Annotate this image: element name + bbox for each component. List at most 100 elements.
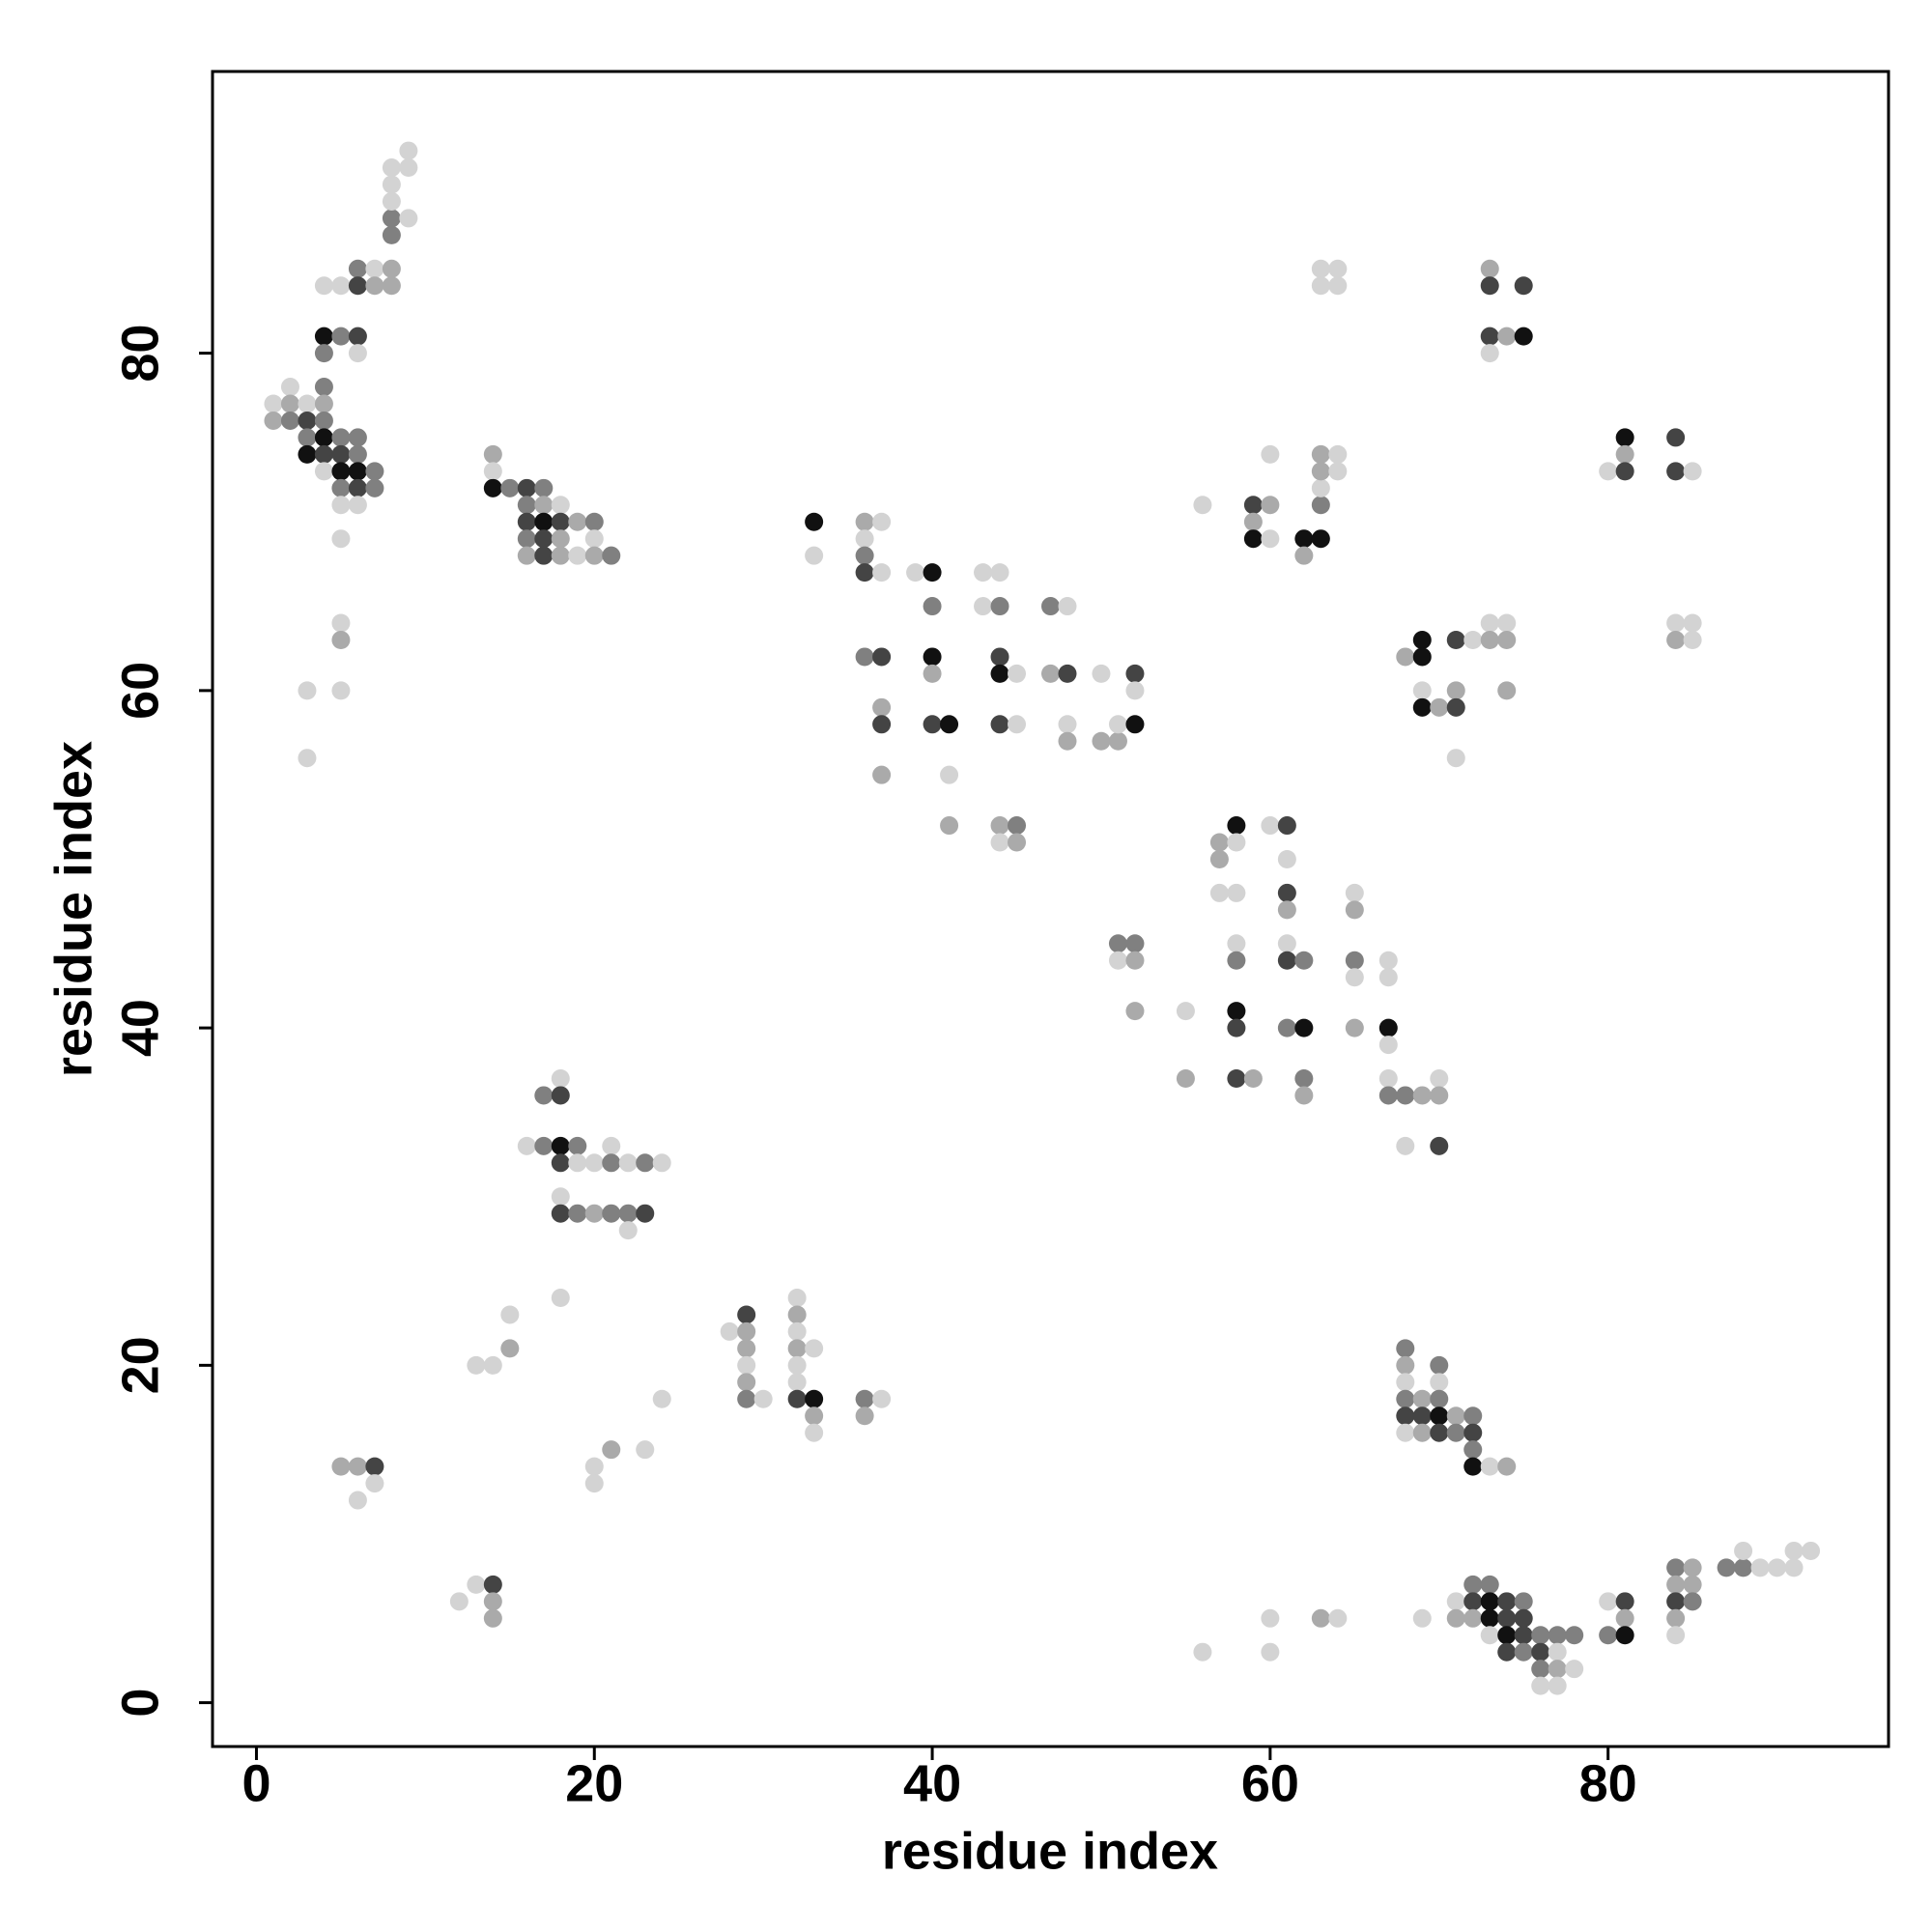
- y-tick-label: 80: [111, 325, 169, 383]
- point: [1311, 1608, 1330, 1628]
- point: [1294, 546, 1314, 565]
- point: [855, 1406, 874, 1426]
- point: [720, 1321, 739, 1341]
- point: [1396, 1339, 1415, 1358]
- point: [551, 1289, 570, 1308]
- point: [1412, 1389, 1432, 1408]
- point: [348, 444, 367, 464]
- point: [1412, 697, 1432, 717]
- point: [264, 411, 283, 430]
- point: [1311, 478, 1330, 497]
- point: [1446, 749, 1465, 768]
- point: [1345, 900, 1364, 920]
- point: [1227, 883, 1246, 902]
- point: [1277, 849, 1296, 868]
- point: [1599, 1592, 1618, 1611]
- point: [517, 529, 536, 549]
- point: [618, 1153, 638, 1173]
- point: [1666, 1608, 1686, 1628]
- point: [483, 1608, 502, 1628]
- point: [1666, 613, 1686, 633]
- point: [1717, 1558, 1736, 1577]
- point: [314, 428, 333, 447]
- point: [1430, 1389, 1449, 1408]
- point: [1227, 816, 1246, 836]
- point: [1209, 883, 1229, 902]
- point: [348, 259, 367, 278]
- point: [1311, 462, 1330, 481]
- point: [331, 496, 351, 515]
- point: [923, 563, 942, 582]
- point: [923, 664, 942, 683]
- point: [1294, 529, 1314, 549]
- point: [1227, 833, 1246, 852]
- point: [1599, 1626, 1618, 1645]
- plot-frame: [211, 70, 1890, 1748]
- x-tick-label: 60: [1241, 1754, 1299, 1812]
- point: [737, 1339, 756, 1358]
- point: [1311, 259, 1330, 278]
- point: [534, 529, 554, 549]
- point: [1531, 1676, 1550, 1695]
- point: [365, 462, 384, 481]
- point: [872, 512, 892, 531]
- point: [467, 1575, 486, 1594]
- point: [298, 681, 317, 700]
- point: [1497, 681, 1517, 700]
- point: [449, 1592, 469, 1611]
- point: [1396, 1086, 1415, 1105]
- point: [500, 1305, 520, 1324]
- point: [1565, 1626, 1584, 1645]
- point: [280, 378, 299, 397]
- point: [1041, 664, 1060, 683]
- point: [1008, 715, 1027, 734]
- point: [314, 378, 333, 397]
- point: [1615, 1608, 1634, 1628]
- point: [534, 1136, 554, 1155]
- point: [584, 1153, 604, 1173]
- point: [1565, 1660, 1584, 1679]
- point: [855, 512, 874, 531]
- point: [467, 1355, 486, 1375]
- point: [331, 613, 351, 633]
- point: [602, 1440, 621, 1460]
- point: [1514, 1608, 1533, 1628]
- point: [1480, 327, 1499, 346]
- point: [1531, 1660, 1550, 1679]
- point: [1345, 1018, 1364, 1037]
- point: [314, 411, 333, 430]
- point: [1615, 428, 1634, 447]
- point: [1430, 1423, 1449, 1442]
- point: [805, 1423, 824, 1442]
- point: [923, 647, 942, 667]
- point: [1412, 1423, 1432, 1442]
- point: [1261, 496, 1280, 515]
- point: [1683, 630, 1702, 649]
- point: [551, 1068, 570, 1088]
- point: [1463, 1406, 1483, 1426]
- point: [618, 1204, 638, 1223]
- point: [872, 697, 892, 717]
- point: [584, 1204, 604, 1223]
- point: [753, 1389, 773, 1408]
- y-axis-title: residue index: [44, 741, 102, 1077]
- point: [1480, 276, 1499, 296]
- point: [1497, 630, 1517, 649]
- point: [1125, 715, 1145, 734]
- point: [1058, 664, 1077, 683]
- point: [1666, 1592, 1686, 1611]
- point: [1666, 428, 1686, 447]
- point: [787, 1373, 807, 1392]
- point: [1345, 968, 1364, 987]
- point: [365, 276, 384, 296]
- point: [1497, 1642, 1517, 1662]
- point: [551, 1204, 570, 1223]
- y-tick-label: 60: [111, 662, 169, 720]
- point: [551, 529, 570, 549]
- point: [500, 478, 520, 497]
- point: [483, 462, 502, 481]
- point: [1261, 816, 1280, 836]
- point: [1497, 1592, 1517, 1611]
- point: [602, 1153, 621, 1173]
- point: [1328, 1608, 1348, 1628]
